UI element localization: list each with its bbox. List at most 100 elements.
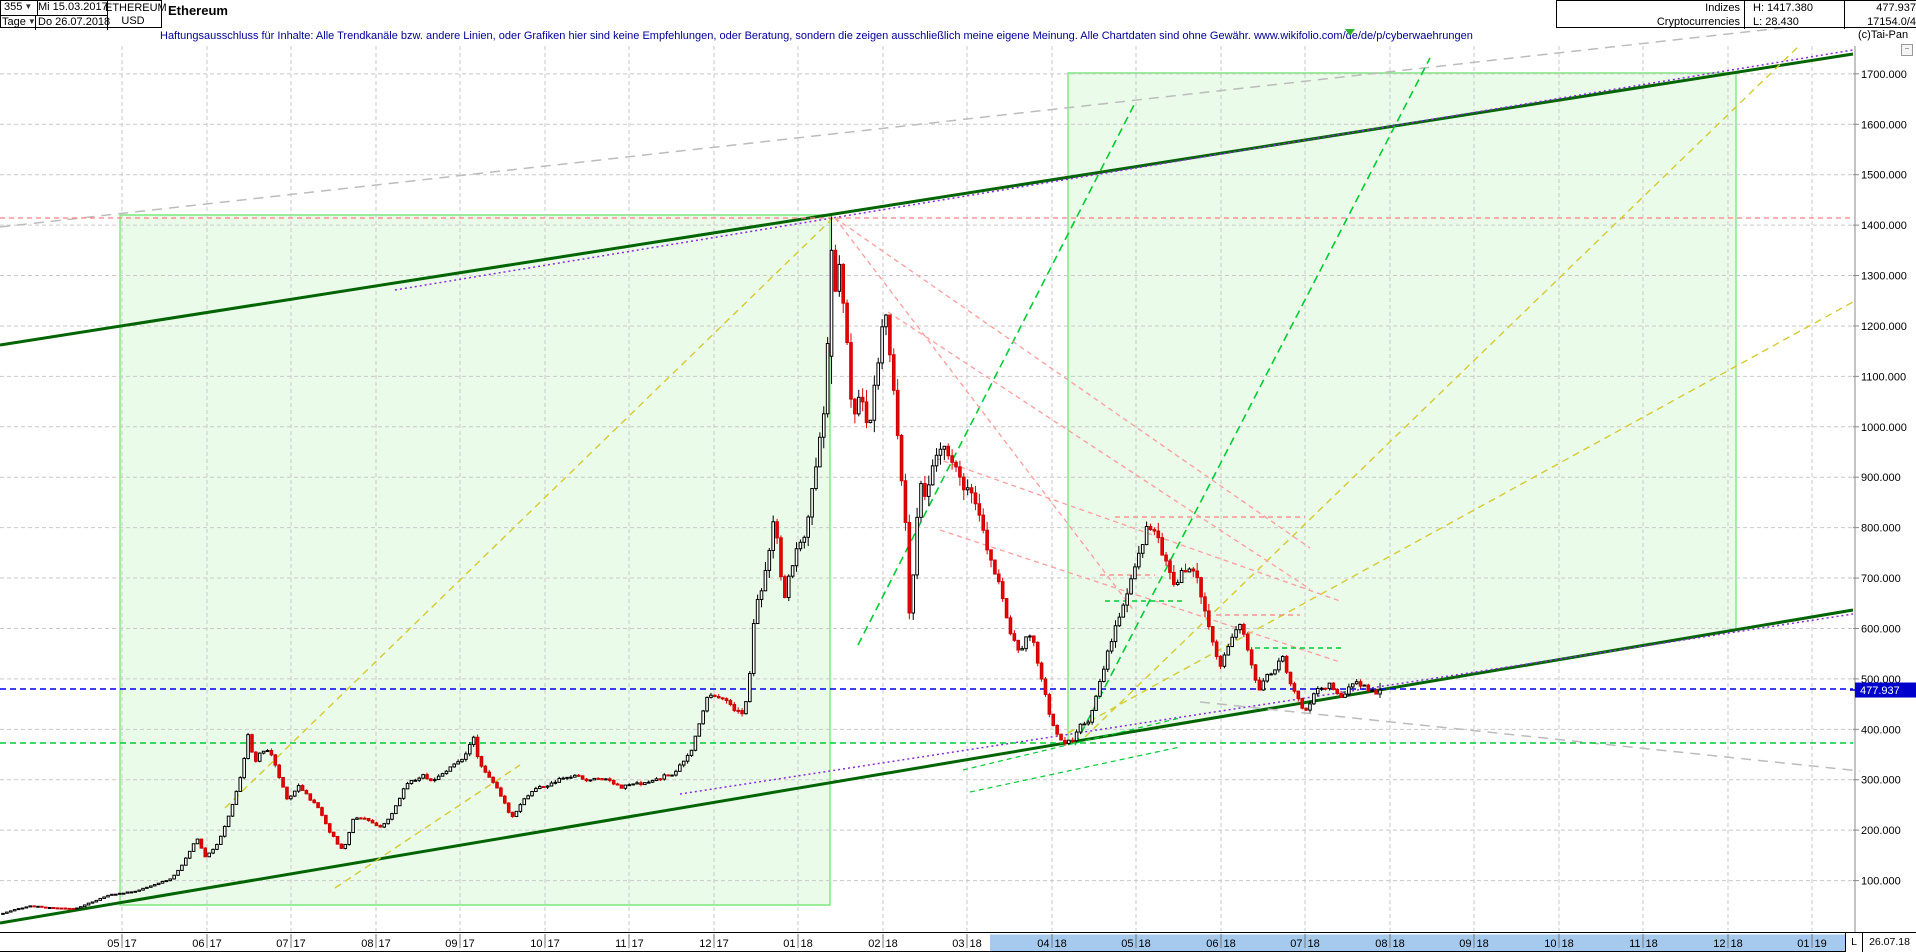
candle-body <box>631 783 635 786</box>
candle-body <box>1063 739 1067 744</box>
candle-body <box>1004 598 1009 619</box>
candle-body <box>993 559 997 575</box>
candle-body <box>1257 679 1262 691</box>
candle-body <box>744 701 748 715</box>
candle-body <box>985 529 989 551</box>
candle-body <box>654 778 659 781</box>
candle-body <box>413 779 418 782</box>
candle-body <box>250 734 254 753</box>
candle-body <box>55 907 60 910</box>
upper-channel <box>0 52 1854 347</box>
disclaimer-text: Haftungsausschluss für Inhalte: Alle Tre… <box>160 30 1473 42</box>
candle-body <box>1222 654 1227 667</box>
candle-body <box>467 744 472 755</box>
candle-body <box>222 825 227 837</box>
candle-body <box>678 764 682 772</box>
candle-body <box>440 773 445 777</box>
candle-body <box>1070 739 1075 742</box>
candle-body <box>872 384 877 421</box>
x-axis-label: 12 <box>1713 938 1725 950</box>
candle-body <box>417 777 422 781</box>
candle-body <box>1094 695 1098 711</box>
candle-body <box>401 788 406 799</box>
candle-body <box>884 314 888 328</box>
candle-body <box>615 783 620 786</box>
bars-count-dropdown[interactable]: 355 ▼ <box>1 1 38 15</box>
x-axis-label: 01 <box>783 938 795 950</box>
x-axis-label: 11 <box>1629 938 1640 950</box>
candle-body <box>786 575 791 599</box>
candle-body <box>1284 655 1289 673</box>
candle-body <box>156 882 161 886</box>
index-group-2: Cryptocurrencies <box>1656 16 1740 28</box>
x-axis-label: 18 <box>1055 938 1067 950</box>
candle-body <box>1055 724 1059 735</box>
candle-body <box>378 825 383 828</box>
candle-body <box>335 835 340 845</box>
candle-body <box>1253 664 1258 681</box>
candle-body <box>1175 582 1180 585</box>
tai-pan-watermark: (c)Tai-Pan <box>1858 29 1909 41</box>
candle-body <box>553 781 558 784</box>
candle-body <box>903 480 908 523</box>
candle-body <box>324 814 328 825</box>
candle-body <box>207 852 211 858</box>
candle-body <box>191 843 196 852</box>
candle-body <box>374 822 379 827</box>
candle-body <box>129 891 134 894</box>
minimize-icon[interactable]: − <box>1901 44 1913 56</box>
candle-body <box>51 907 56 910</box>
candle-body <box>1304 707 1308 711</box>
candle-body <box>464 753 468 760</box>
candle-body <box>751 623 756 675</box>
current-price-badge: 477.937 <box>1850 682 1916 698</box>
candle-body <box>720 697 725 700</box>
x-axis-range-highlight[interactable] <box>990 934 1845 952</box>
x-axis-label: 05 <box>1121 938 1133 950</box>
candle-body <box>1273 669 1277 675</box>
candle-body <box>860 396 865 403</box>
candle-body <box>67 907 71 910</box>
candle-body <box>1160 537 1164 556</box>
candle-body <box>1242 623 1246 635</box>
candle-body <box>1012 633 1017 641</box>
candle-body <box>674 770 678 776</box>
candle-body <box>681 760 686 766</box>
symbol-currency: USD <box>121 15 145 27</box>
candle-body <box>759 590 764 600</box>
price-badge-bg <box>1855 682 1916 698</box>
candle-body <box>1335 688 1340 695</box>
candle-body <box>588 779 593 782</box>
green-fan-apr-low <box>1074 57 1431 746</box>
candle-body <box>833 249 838 292</box>
candle-body <box>1312 693 1316 705</box>
candle-body <box>242 758 246 779</box>
candle-body <box>611 779 616 785</box>
period-high-label: H: 1417.380 <box>1753 2 1813 14</box>
candle-body <box>864 401 869 424</box>
candle-body <box>923 483 927 497</box>
candle-body <box>1051 713 1056 726</box>
y-axis-label: 1500.000 <box>1861 170 1907 182</box>
candle-body <box>1121 604 1126 618</box>
y-axis: 100.000200.000300.000400.000500.000600.0… <box>1853 46 1907 932</box>
candle-body <box>643 782 647 786</box>
yellow-trend-shallow-2018 <box>1067 301 1854 734</box>
candle-body <box>518 804 523 812</box>
candle-body <box>172 874 176 880</box>
candle-body <box>666 774 670 777</box>
x-axis-label: 17 <box>632 938 644 950</box>
x-axis-label: 11 <box>615 938 626 950</box>
candle-body <box>798 541 803 550</box>
candle-body <box>899 434 904 482</box>
candle-body <box>794 548 799 567</box>
candle-body <box>946 445 951 457</box>
candle-body <box>541 786 546 789</box>
candle-body <box>775 521 779 539</box>
candle-body <box>977 503 982 516</box>
candle-body <box>919 483 923 518</box>
candle-body <box>277 764 281 779</box>
period-dropdown[interactable]: Tage ▼ <box>1 15 36 30</box>
candle-body <box>78 906 83 909</box>
